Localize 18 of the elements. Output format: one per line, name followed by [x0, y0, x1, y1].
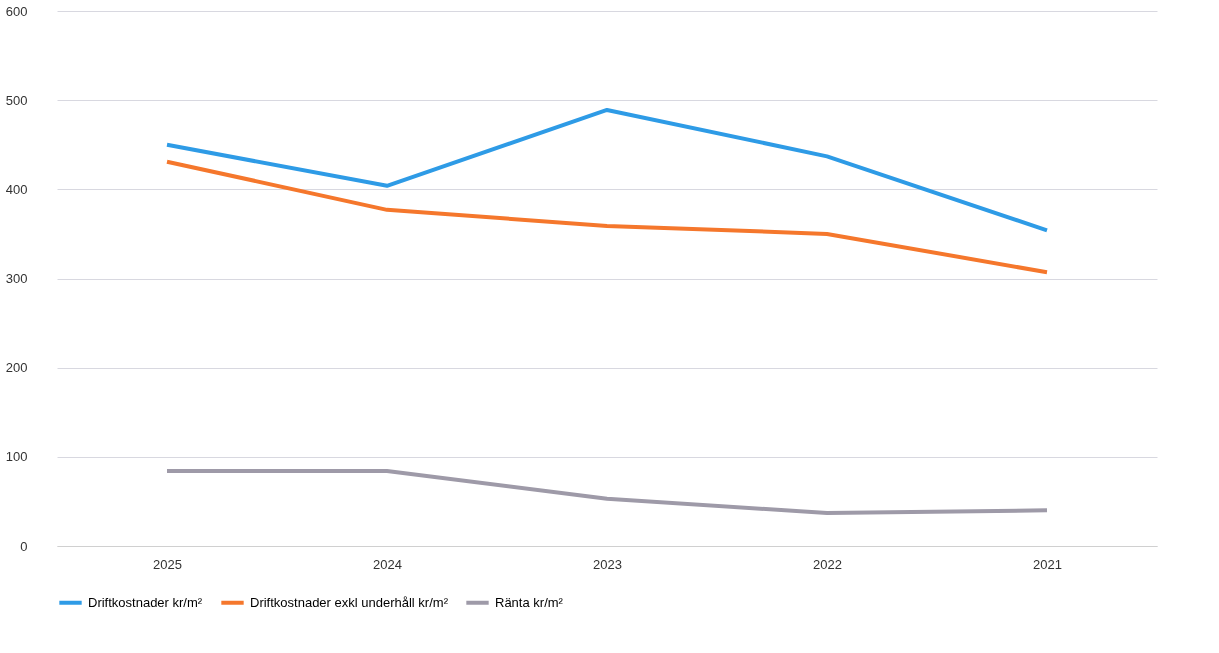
- y-tick-label: 100: [5, 449, 28, 465]
- y-tick-label: 300: [5, 271, 28, 286]
- legend-label: Driftkostnader kr/m²: [88, 594, 203, 610]
- x-tick-label: 2024: [373, 556, 402, 572]
- line-series: [165, 159, 1049, 275]
- x-tick-label: 2021: [1033, 556, 1062, 572]
- y-tick-label: 400: [5, 181, 28, 197]
- x-tick-label: 2025: [153, 556, 182, 572]
- y-tick-label: 500: [5, 92, 28, 108]
- x-tick-label: 2022: [813, 556, 842, 572]
- legend-label: Driftkostnader exkl underhåll kr/m²: [250, 594, 449, 610]
- line-series: [165, 107, 1049, 233]
- legend-label: Ränta kr/m²: [495, 594, 564, 610]
- y-tick-label: 0: [20, 538, 28, 554]
- y-tick-label: 200: [5, 360, 28, 376]
- y-tick-label: 600: [5, 3, 28, 19]
- x-tick-label: 2023: [593, 556, 622, 572]
- line-series: [165, 469, 1049, 516]
